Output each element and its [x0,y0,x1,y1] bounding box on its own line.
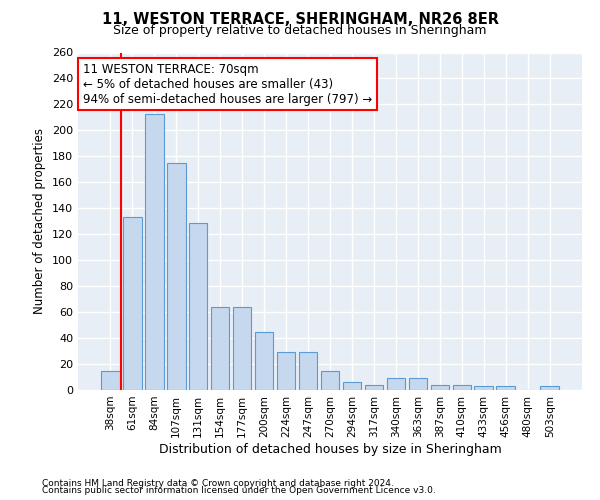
Bar [475,386,493,390]
Text: 11, WESTON TERRACE, SHERINGHAM, NR26 8ER: 11, WESTON TERRACE, SHERINGHAM, NR26 8ER [101,12,499,28]
Bar [365,385,383,390]
Bar [101,370,119,390]
Bar [145,114,164,390]
Bar [255,332,274,390]
Bar [343,382,361,390]
Bar [541,386,559,390]
Bar [189,222,208,390]
Bar [409,378,427,390]
Bar [431,385,449,390]
Bar [299,352,317,390]
Bar [452,385,471,390]
Bar [320,370,340,390]
Bar [233,307,251,390]
Bar [123,218,142,390]
Bar [496,386,515,390]
Bar [167,163,185,390]
Text: Contains HM Land Registry data © Crown copyright and database right 2024.: Contains HM Land Registry data © Crown c… [42,478,394,488]
Text: Contains public sector information licensed under the Open Government Licence v3: Contains public sector information licen… [42,486,436,495]
Bar [277,352,295,390]
Bar [211,307,229,390]
Text: Size of property relative to detached houses in Sheringham: Size of property relative to detached ho… [113,24,487,37]
Text: 11 WESTON TERRACE: 70sqm
← 5% of detached houses are smaller (43)
94% of semi-de: 11 WESTON TERRACE: 70sqm ← 5% of detache… [83,62,372,106]
Y-axis label: Number of detached properties: Number of detached properties [34,128,46,314]
Bar [386,378,405,390]
X-axis label: Distribution of detached houses by size in Sheringham: Distribution of detached houses by size … [158,442,502,456]
